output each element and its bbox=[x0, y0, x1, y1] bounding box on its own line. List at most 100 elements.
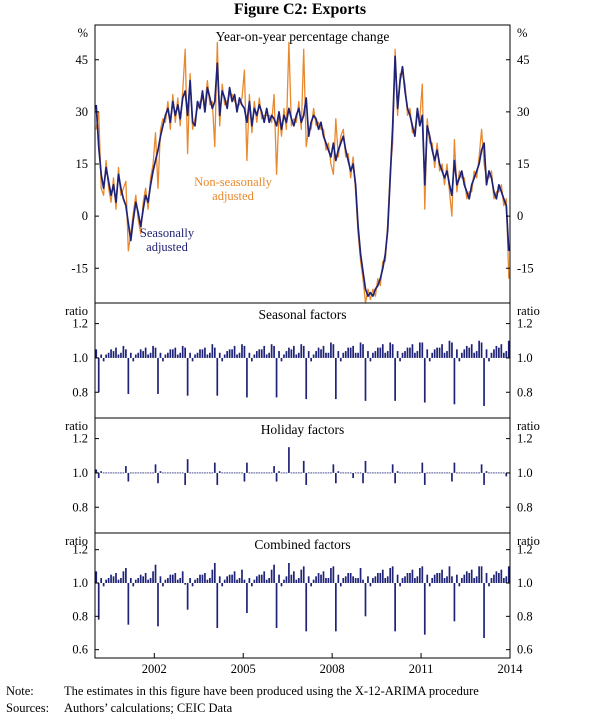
factor-bar bbox=[367, 472, 369, 474]
factor-bar bbox=[478, 472, 480, 474]
factor-bar bbox=[107, 352, 110, 358]
factor-bar bbox=[490, 352, 493, 358]
factor-bar bbox=[404, 576, 406, 583]
factor-bar bbox=[189, 472, 191, 474]
factor-bar bbox=[134, 354, 137, 358]
factor-bar bbox=[302, 566, 305, 583]
factor-bar bbox=[204, 573, 206, 583]
x-tick-label: 2005 bbox=[231, 662, 256, 676]
factor-bar bbox=[288, 347, 290, 358]
factor-bar bbox=[159, 576, 162, 583]
y-tick-label-left: 1.2 bbox=[72, 432, 88, 446]
factor-bar bbox=[325, 578, 327, 583]
factor-bar bbox=[389, 568, 392, 583]
factor-bar bbox=[297, 352, 300, 358]
factor-bar bbox=[117, 354, 120, 358]
factor-bar bbox=[409, 573, 411, 583]
factor-bar bbox=[335, 357, 337, 400]
factor-bar bbox=[483, 583, 485, 638]
factor-bar bbox=[290, 574, 293, 583]
factor-bar bbox=[342, 352, 345, 358]
y-tick-label-left: 0 bbox=[82, 209, 88, 223]
factor-bar bbox=[228, 472, 231, 474]
factor-bar bbox=[196, 352, 199, 358]
factor-bar bbox=[167, 352, 169, 358]
factor-bar bbox=[293, 571, 295, 583]
factor-bar bbox=[493, 472, 495, 474]
factor-bar bbox=[342, 578, 345, 583]
factor-bar bbox=[263, 345, 266, 358]
x-tick-label: 2002 bbox=[142, 662, 167, 676]
factor-bar bbox=[110, 349, 112, 358]
factor-bar bbox=[278, 471, 280, 473]
factor-bar bbox=[110, 574, 112, 583]
factor-bar bbox=[409, 472, 411, 474]
factor-bar bbox=[451, 576, 453, 583]
factor-bar bbox=[498, 573, 500, 583]
factor-bar bbox=[95, 349, 98, 358]
factor-bar bbox=[475, 576, 478, 583]
axis-unit-right: % bbox=[517, 26, 527, 40]
x-tick-label: 2008 bbox=[320, 662, 345, 676]
factor-bar bbox=[369, 472, 372, 474]
factor-bar bbox=[349, 573, 352, 583]
factor-bar bbox=[221, 472, 224, 474]
y-tick-label-left: -15 bbox=[71, 261, 88, 275]
factor-bar bbox=[344, 472, 347, 474]
factor-bar bbox=[204, 347, 206, 358]
factor-bar bbox=[505, 472, 508, 477]
factor-bar bbox=[263, 571, 266, 583]
factor-bar bbox=[115, 472, 117, 474]
factor-bar bbox=[149, 472, 152, 474]
factor-bar bbox=[120, 578, 122, 583]
factor-bar bbox=[418, 472, 421, 474]
factor-bar bbox=[201, 349, 204, 358]
factor-bar bbox=[201, 574, 204, 583]
factor-bar bbox=[176, 472, 179, 474]
factor-bar bbox=[255, 576, 258, 583]
factor-bar bbox=[394, 583, 396, 632]
factor-bar bbox=[490, 472, 493, 474]
factor-bar bbox=[260, 472, 263, 474]
factor-bar bbox=[488, 472, 490, 474]
factor-bar bbox=[470, 569, 473, 583]
axis-unit-right: ratio bbox=[517, 419, 540, 433]
factor-bar bbox=[231, 574, 233, 583]
factor-bar bbox=[507, 340, 510, 358]
factor-bar bbox=[507, 566, 510, 583]
factor-bar bbox=[485, 349, 488, 358]
factor-bar bbox=[320, 574, 322, 583]
factor-bar bbox=[270, 344, 273, 358]
factor-bar bbox=[171, 472, 174, 474]
factor-bar bbox=[305, 357, 308, 400]
factor-bar bbox=[105, 472, 107, 474]
sa-series-label: adjusted bbox=[146, 240, 188, 254]
factor-bar bbox=[157, 472, 159, 484]
factor-bar bbox=[426, 349, 429, 358]
factor-bar bbox=[354, 352, 357, 358]
factor-bar bbox=[480, 566, 483, 583]
factor-bar bbox=[478, 566, 480, 583]
factor-bar bbox=[125, 568, 127, 583]
axis-unit-right: ratio bbox=[517, 534, 540, 548]
factor-bar bbox=[191, 472, 194, 474]
factor-bar bbox=[288, 563, 290, 583]
factor-bar bbox=[468, 573, 471, 583]
factor-bar bbox=[127, 583, 130, 625]
factor-bar bbox=[223, 579, 226, 583]
factor-bar bbox=[137, 472, 140, 474]
y-tick-label-left: 1.0 bbox=[72, 351, 88, 365]
factor-bar bbox=[339, 472, 342, 474]
factor-bar bbox=[278, 351, 280, 358]
factor-bar bbox=[260, 574, 263, 583]
factor-bar bbox=[354, 578, 357, 583]
factor-bar bbox=[391, 344, 394, 358]
factor-bar bbox=[251, 357, 253, 362]
plot-frame bbox=[94, 24, 511, 659]
y-tick-label-right: 1.0 bbox=[517, 466, 533, 480]
factor-bar bbox=[409, 347, 411, 358]
factor-bar bbox=[152, 571, 154, 583]
factor-bar bbox=[347, 573, 350, 583]
factor-bar bbox=[169, 472, 172, 474]
factor-bar bbox=[332, 344, 335, 358]
